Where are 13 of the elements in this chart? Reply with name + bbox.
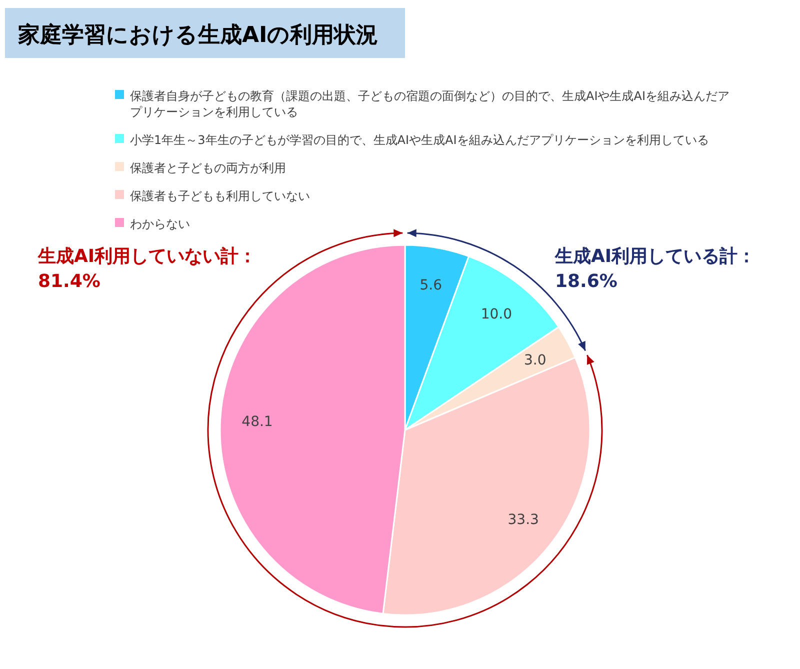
data-label: 10.0 [480, 306, 512, 323]
legend-label: わからない [130, 217, 190, 231]
data-label: 48.1 [242, 414, 273, 430]
legend-label: 保護者と子どもの両方が利用 [130, 161, 286, 175]
data-label: 33.3 [508, 512, 539, 528]
legend-label: 小学1年生～3年生の子どもが学習の目的で、生成AIや生成AIを組み込んだアプリケーションを利用している [130, 133, 709, 147]
data-label: 3.0 [524, 352, 546, 369]
text: 生成AI利用している計： 18.6% [554, 246, 756, 292]
chart-title: 家庭学習における生成AIの利用状況 [17, 22, 378, 48]
legend-label: 保護者も子どもも利用していない [130, 189, 310, 203]
legend-label: 保護者自身が子どもの教育（課題の出題、子どもの宿題の面倒など）の目的で、生成AIや生成AIを組み込んだアプリケーションを利用している [130, 89, 730, 119]
text: 生成AI利用していない計： 81.4% [37, 246, 257, 292]
data-label: 5.6 [420, 277, 442, 294]
